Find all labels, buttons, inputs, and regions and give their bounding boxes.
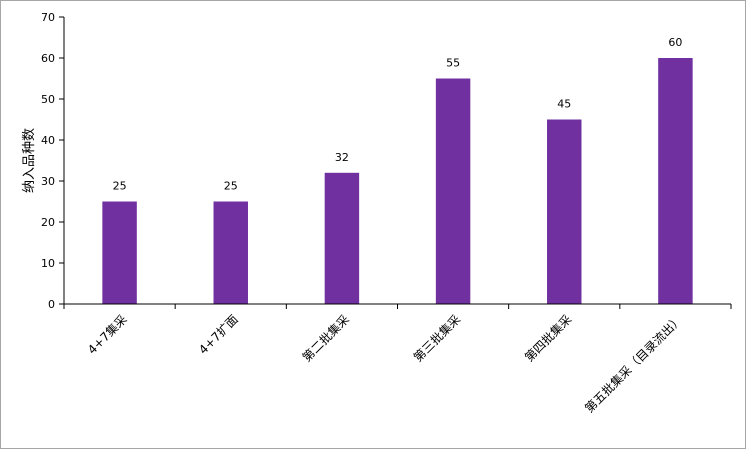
category-label: 第三批集采 — [410, 312, 463, 365]
bar — [435, 78, 471, 304]
y-tick-label: 10 — [41, 257, 55, 270]
bar — [658, 58, 693, 304]
y-tick-label: 40 — [41, 134, 55, 147]
category-label: 4+7扩面 — [196, 312, 241, 357]
data-label: 60 — [668, 36, 682, 49]
bars — [102, 58, 693, 304]
y-tick-label: 20 — [41, 216, 55, 229]
y-axis-ticks: 0 10 20 30 40 50 60 70 — [41, 11, 64, 311]
y-axis-title: 纳入品种数 — [22, 128, 37, 193]
category-labels: 4+7集采 4+7扩面 第二批集采 第三批集采 第四批集采 第五批集采（目录流出） — [84, 312, 685, 416]
data-label: 25 — [224, 180, 238, 193]
bar — [213, 201, 248, 304]
category-label: 第五批集采（目录流出） — [582, 312, 686, 416]
data-label: 25 — [113, 180, 127, 193]
y-tick-label: 70 — [41, 11, 55, 24]
bar — [547, 119, 582, 304]
category-label: 4+7集采 — [84, 312, 129, 357]
data-label: 32 — [335, 151, 349, 164]
data-label: 55 — [446, 57, 460, 70]
data-labels: 25 25 32 55 45 60 — [113, 36, 683, 193]
bar — [102, 201, 137, 304]
bar — [324, 172, 360, 304]
y-tick-label: 30 — [41, 175, 55, 188]
category-label: 第四批集采 — [521, 312, 574, 365]
y-tick-label: 50 — [41, 93, 55, 106]
data-label: 45 — [557, 98, 571, 111]
x-axis-ticks — [63, 304, 732, 309]
y-tick-label: 60 — [41, 52, 55, 65]
y-tick-label: 0 — [48, 298, 55, 311]
category-label: 第二批集采 — [299, 312, 352, 365]
